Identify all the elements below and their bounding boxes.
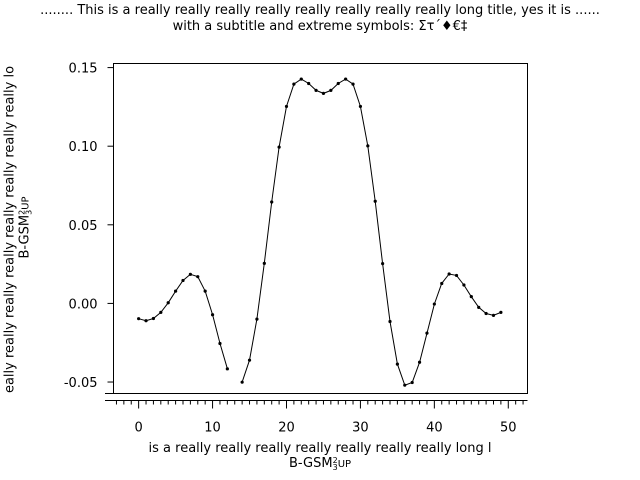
x-axis-unit-label: B-GSM2 3UP xyxy=(113,456,527,471)
data-point xyxy=(218,341,222,346)
data-point xyxy=(284,104,289,109)
data-point xyxy=(196,275,200,279)
data-point xyxy=(469,295,473,299)
data-point xyxy=(181,278,185,283)
data-point xyxy=(174,289,178,293)
data-point xyxy=(484,311,488,316)
y-tick-label: 0.05 xyxy=(69,219,98,234)
data-point xyxy=(307,81,311,86)
data-point xyxy=(477,305,481,309)
data-point xyxy=(366,144,370,148)
y-tick-label: 0.15 xyxy=(69,62,98,77)
data-point xyxy=(447,272,451,276)
data-point xyxy=(395,362,399,366)
series-line xyxy=(138,273,228,369)
data-point xyxy=(314,88,318,92)
data-point xyxy=(425,331,429,335)
data-point xyxy=(454,273,459,278)
y-tick-label: -0.05 xyxy=(64,376,98,391)
data-point xyxy=(499,310,503,314)
unit-sup: 2 xyxy=(332,455,338,465)
data-point xyxy=(381,262,385,266)
x-tick-label: 30 xyxy=(352,421,369,436)
data-point xyxy=(240,380,244,384)
data-point xyxy=(292,82,296,86)
data-point xyxy=(137,317,141,321)
data-point xyxy=(440,281,444,286)
data-point xyxy=(144,319,148,323)
y-tick-label: 0.00 xyxy=(69,297,98,312)
data-point xyxy=(351,82,355,86)
data-point xyxy=(388,319,392,324)
series-line xyxy=(241,78,502,386)
data-point xyxy=(403,383,407,387)
chart-title: ........ This is a really really really … xyxy=(40,3,600,18)
data-point xyxy=(336,81,340,86)
data-point xyxy=(262,261,266,265)
data-point xyxy=(358,104,363,109)
x-tick-label: 50 xyxy=(500,421,517,436)
x-axis-label: is a really really really really really … xyxy=(148,441,492,456)
data-point xyxy=(410,380,414,385)
data-point xyxy=(299,77,303,81)
x-tick-label: 20 xyxy=(278,421,295,436)
data-point xyxy=(188,272,192,276)
data-point xyxy=(373,199,377,203)
data-point xyxy=(277,145,281,149)
data-point xyxy=(151,316,156,321)
data-point xyxy=(417,360,422,364)
x-tick-label: 0 xyxy=(134,421,142,436)
data-point xyxy=(321,91,326,95)
data-point xyxy=(159,310,163,314)
data-point xyxy=(270,200,274,204)
data-point xyxy=(255,317,259,321)
plot-frame xyxy=(113,63,528,394)
data-point xyxy=(329,88,333,92)
unit-suffix: UP xyxy=(337,459,352,470)
data-point xyxy=(225,367,229,371)
y-tick-label: 0.10 xyxy=(69,140,98,155)
data-point xyxy=(462,283,466,287)
data-point xyxy=(432,302,436,306)
data-point xyxy=(247,358,252,362)
data-point xyxy=(203,289,207,293)
data-point xyxy=(210,313,215,317)
data-point xyxy=(166,301,170,305)
unit-base: B-GSM xyxy=(288,456,333,471)
unit-sub: 3 xyxy=(332,462,338,472)
data-point xyxy=(491,313,496,317)
data-point xyxy=(344,77,348,81)
x-tick-label: 40 xyxy=(426,421,443,436)
chart-subtitle: with a subtitle and extreme symbols: Στ΄… xyxy=(172,19,468,34)
x-tick-label: 10 xyxy=(204,421,221,436)
